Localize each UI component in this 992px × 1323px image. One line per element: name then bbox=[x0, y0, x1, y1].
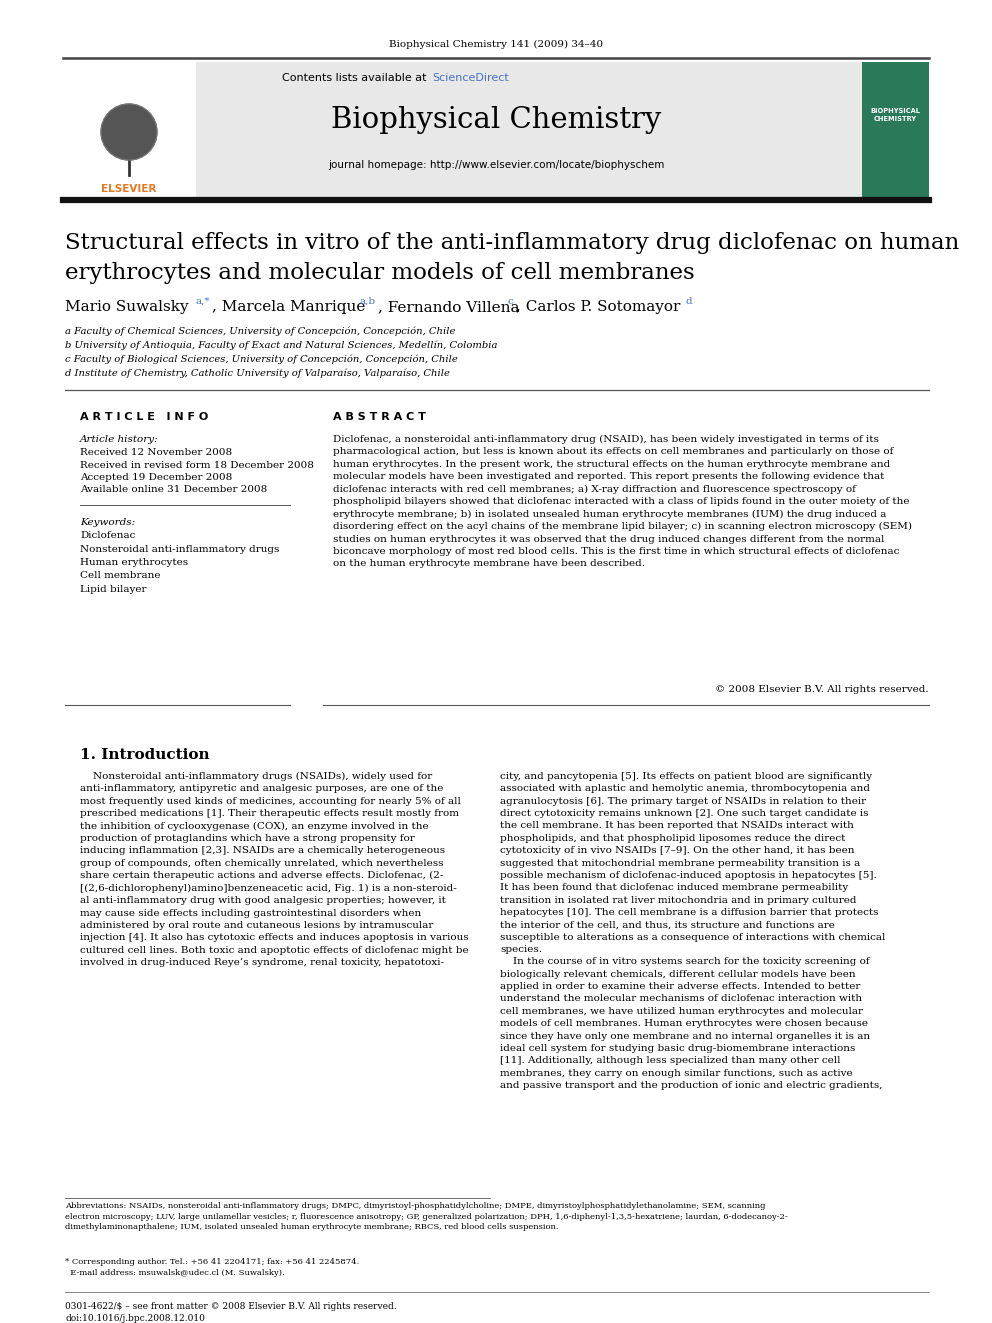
Text: , Carlos P. Sotomayor: , Carlos P. Sotomayor bbox=[516, 300, 681, 314]
Text: Nonsteroidal anti-inflammatory drugs: Nonsteroidal anti-inflammatory drugs bbox=[80, 545, 280, 553]
Text: BIOPHYSICAL
CHEMISTRY: BIOPHYSICAL CHEMISTRY bbox=[870, 108, 920, 122]
Text: , Marcela Manrique: , Marcela Manrique bbox=[212, 300, 365, 314]
Text: Biophysical Chemistry 141 (2009) 34–40: Biophysical Chemistry 141 (2009) 34–40 bbox=[389, 40, 603, 49]
Text: ScienceDirect: ScienceDirect bbox=[432, 73, 509, 83]
Text: doi:10.1016/j.bpc.2008.12.010: doi:10.1016/j.bpc.2008.12.010 bbox=[65, 1314, 205, 1323]
Circle shape bbox=[101, 105, 157, 160]
Text: , Fernando Villena: , Fernando Villena bbox=[378, 300, 520, 314]
Text: Diclofenac, a nonsteroidal anti-inflammatory drug (NSAID), has been widely inves: Diclofenac, a nonsteroidal anti-inflamma… bbox=[333, 435, 912, 569]
Text: d Institute of Chemistry, Catholic University of Valparaíso, Valparaíso, Chile: d Institute of Chemistry, Catholic Unive… bbox=[65, 368, 450, 377]
Text: a,*: a,* bbox=[195, 296, 209, 306]
Text: Diclofenac: Diclofenac bbox=[80, 531, 135, 540]
Text: Cell membrane: Cell membrane bbox=[80, 572, 161, 581]
Text: b University of Antioquia, Faculty of Exact and Natural Sciences, Medellín, Colo: b University of Antioquia, Faculty of Ex… bbox=[65, 340, 498, 349]
Text: a Faculty of Chemical Sciences, University of Concepción, Concepción, Chile: a Faculty of Chemical Sciences, Universi… bbox=[65, 325, 455, 336]
Text: a,b: a,b bbox=[360, 296, 376, 306]
Text: d: d bbox=[685, 296, 691, 306]
Text: c Faculty of Biological Sciences, University of Concepción, Concepción, Chile: c Faculty of Biological Sciences, Univer… bbox=[65, 355, 457, 364]
Text: Human erythrocytes: Human erythrocytes bbox=[80, 558, 188, 568]
Text: Received 12 November 2008: Received 12 November 2008 bbox=[80, 448, 232, 456]
Text: * Corresponding author. Tel.: +56 41 2204171; fax: +56 41 2245874.
  E-mail addr: * Corresponding author. Tel.: +56 41 220… bbox=[65, 1258, 359, 1277]
Text: Received in revised form 18 December 2008: Received in revised form 18 December 200… bbox=[80, 460, 313, 470]
Text: Accepted 19 December 2008: Accepted 19 December 2008 bbox=[80, 474, 232, 482]
FancyBboxPatch shape bbox=[63, 62, 862, 198]
FancyBboxPatch shape bbox=[63, 62, 196, 198]
Text: Article history:: Article history: bbox=[80, 435, 159, 445]
Text: journal homepage: http://www.elsevier.com/locate/biophyschem: journal homepage: http://www.elsevier.co… bbox=[327, 160, 665, 169]
Text: Keywords:: Keywords: bbox=[80, 519, 135, 527]
Text: Lipid bilayer: Lipid bilayer bbox=[80, 585, 147, 594]
Text: Structural effects in vitro of the anti-inflammatory drug diclofenac on human
er: Structural effects in vitro of the anti-… bbox=[65, 232, 959, 283]
Text: Available online 31 December 2008: Available online 31 December 2008 bbox=[80, 486, 267, 495]
Text: A R T I C L E   I N F O: A R T I C L E I N F O bbox=[80, 411, 208, 422]
Text: c: c bbox=[508, 296, 514, 306]
Text: Abbreviations: NSAIDs, nonsteroidal anti-inflammatory drugs; DMPC, dimyristoyl-p: Abbreviations: NSAIDs, nonsteroidal anti… bbox=[65, 1203, 788, 1232]
Text: © 2008 Elsevier B.V. All rights reserved.: © 2008 Elsevier B.V. All rights reserved… bbox=[715, 685, 929, 695]
Text: Mario Suwalsky: Mario Suwalsky bbox=[65, 300, 188, 314]
Text: 0301-4622/$ – see front matter © 2008 Elsevier B.V. All rights reserved.: 0301-4622/$ – see front matter © 2008 El… bbox=[65, 1302, 397, 1311]
Text: 1. Introduction: 1. Introduction bbox=[80, 747, 209, 762]
Text: Biophysical Chemistry: Biophysical Chemistry bbox=[331, 106, 661, 134]
Text: Nonsteroidal anti-inflammatory drugs (NSAIDs), widely used for
anti-inflammatory: Nonsteroidal anti-inflammatory drugs (NS… bbox=[80, 773, 468, 967]
Text: Contents lists available at: Contents lists available at bbox=[282, 73, 430, 83]
Text: city, and pancytopenia [5]. Its effects on patient blood are significantly
assoc: city, and pancytopenia [5]. Its effects … bbox=[500, 773, 886, 1090]
Text: ELSEVIER: ELSEVIER bbox=[101, 184, 157, 194]
FancyBboxPatch shape bbox=[862, 62, 929, 198]
Text: A B S T R A C T: A B S T R A C T bbox=[333, 411, 426, 422]
